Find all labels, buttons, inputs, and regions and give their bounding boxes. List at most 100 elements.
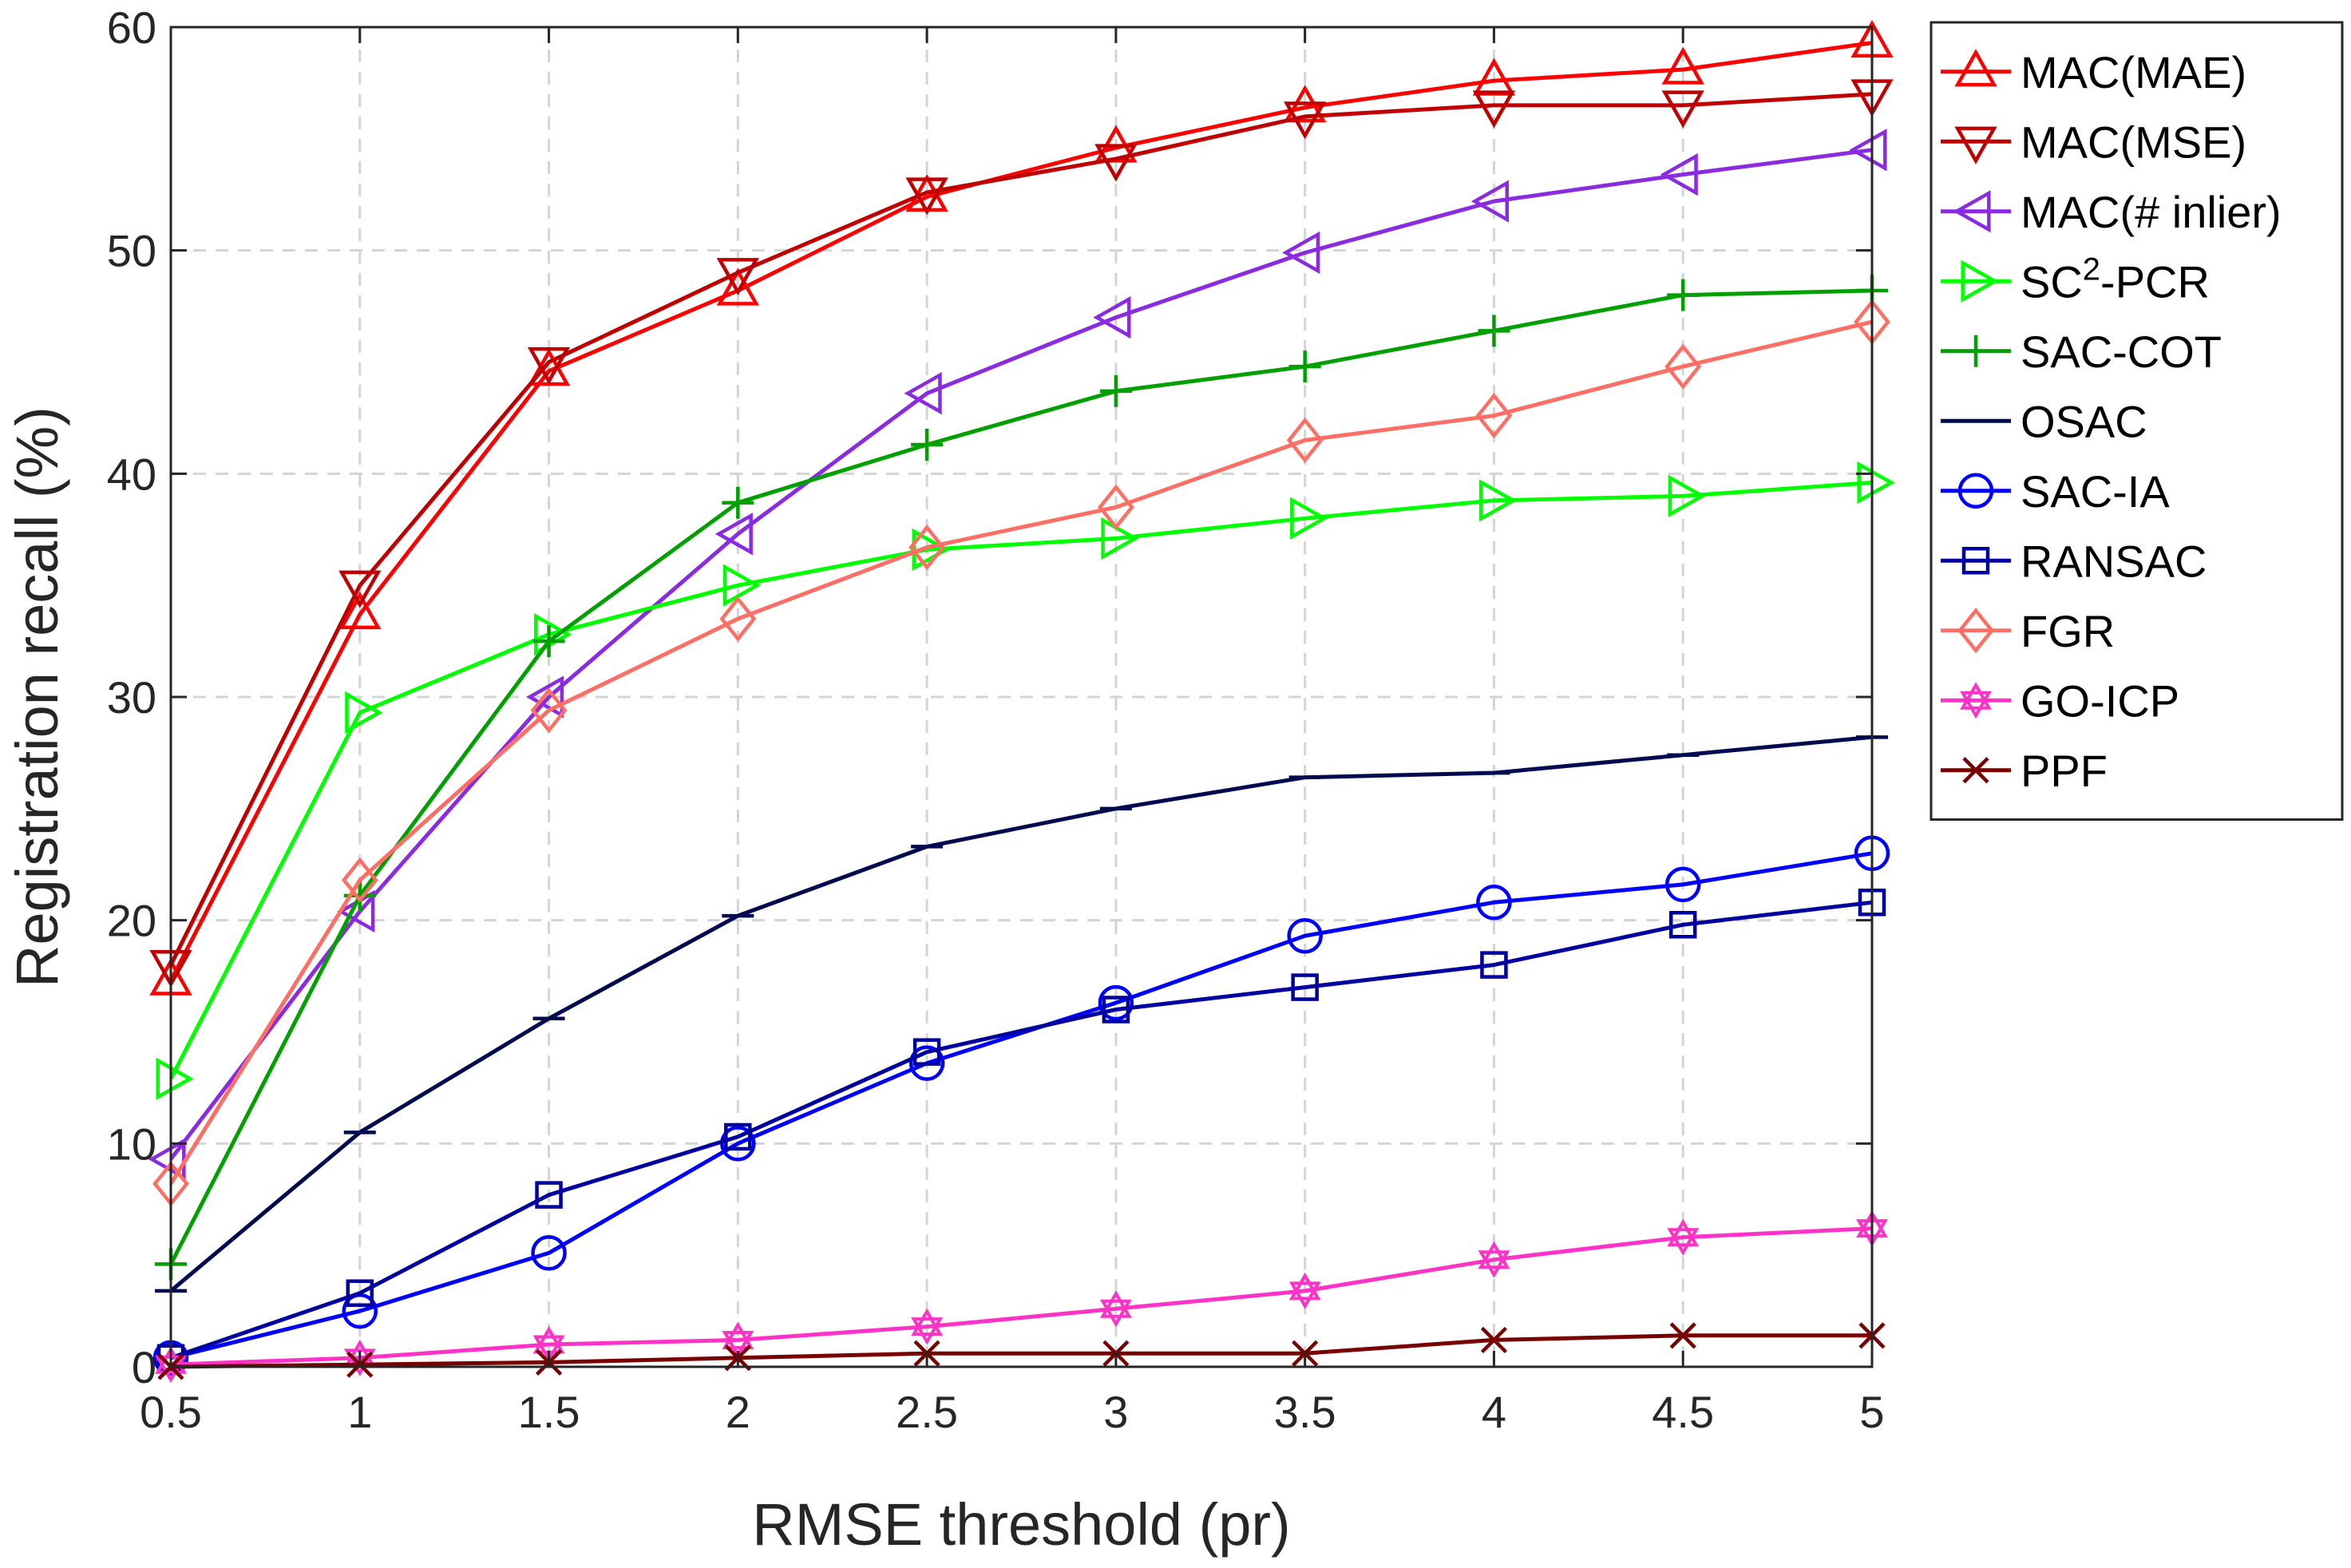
series-line xyxy=(168,41,1873,982)
data-point xyxy=(1287,917,1323,954)
data-point xyxy=(156,1057,194,1100)
legend-label: MAC(MAE) xyxy=(2021,47,2246,97)
data-point xyxy=(1667,1218,1700,1256)
data-point xyxy=(1664,343,1702,390)
data-point xyxy=(346,1279,374,1307)
legend-marker xyxy=(1961,259,1999,303)
data-point xyxy=(1288,350,1321,383)
series-line xyxy=(169,148,1873,1161)
x-tick-label: 4 xyxy=(1482,1387,1506,1437)
data-point xyxy=(338,570,382,608)
x-tick-label: 0.5 xyxy=(140,1387,202,1437)
data-point xyxy=(1661,46,1704,85)
x-tick-label: 4.5 xyxy=(1652,1387,1714,1437)
data-point xyxy=(341,857,378,903)
legend-marker xyxy=(1954,49,1997,87)
x-tick-label: 2.5 xyxy=(896,1387,958,1437)
legend-label: PPF xyxy=(2021,746,2108,796)
data-point xyxy=(1098,984,1134,1021)
x-tick-label: 3.5 xyxy=(1274,1387,1336,1437)
y-tick-label: 20 xyxy=(107,896,156,946)
y-tick-label: 30 xyxy=(107,672,156,723)
legend-label: MAC(# inlier) xyxy=(2021,187,2282,237)
data-point xyxy=(1669,1322,1696,1349)
legend-label: FGR xyxy=(2021,606,2115,656)
legend-marker xyxy=(1960,682,1992,719)
data-point xyxy=(722,1321,754,1359)
data-point xyxy=(905,177,948,216)
series-line xyxy=(170,1226,1873,1367)
data-point xyxy=(716,267,759,306)
data-point xyxy=(531,1235,567,1271)
data-point xyxy=(1282,231,1320,275)
data-point xyxy=(338,591,382,630)
x-tick-label: 5 xyxy=(1859,1387,1884,1437)
data-point xyxy=(1470,180,1510,223)
data-point xyxy=(1102,996,1130,1024)
data-point xyxy=(908,1045,945,1081)
data-point xyxy=(1857,461,1895,505)
legend-entry: RANSAC xyxy=(1941,536,2207,586)
series-line xyxy=(168,481,1873,1080)
series-line xyxy=(168,92,1873,966)
legend-entry: MAC(MAE) xyxy=(1941,47,2246,97)
data-point xyxy=(911,428,944,461)
legend-label: SC2-PCR xyxy=(2021,251,2210,307)
data-point xyxy=(904,371,942,415)
data-point xyxy=(1661,90,1704,129)
data-point xyxy=(1094,144,1138,182)
series-line xyxy=(168,319,1873,1186)
data-point xyxy=(1291,973,1319,1001)
series-line xyxy=(170,900,1873,1360)
legend-marker xyxy=(1954,126,1997,164)
data-point xyxy=(1290,497,1328,540)
series-layer xyxy=(148,20,1895,1384)
x-tick-label: 3 xyxy=(1103,1387,1128,1437)
axes xyxy=(169,26,1874,1368)
legend-entry: OSAC xyxy=(1941,396,2147,446)
x-tick-label: 1 xyxy=(347,1387,372,1437)
data-point xyxy=(1480,1326,1508,1354)
data-point xyxy=(722,486,754,519)
data-point xyxy=(535,1181,563,1209)
data-point xyxy=(1286,417,1324,463)
y-axis-title: Registration recall (%) xyxy=(4,406,70,988)
series-line xyxy=(168,288,1873,1265)
legend-label: RANSAC xyxy=(2021,536,2207,586)
data-point xyxy=(722,564,761,607)
legend-entry: SAC-COT xyxy=(1941,327,2222,377)
data-point xyxy=(1476,885,1512,921)
x-tick-label: 2 xyxy=(726,1387,750,1437)
legend-label: OSAC xyxy=(2021,396,2147,446)
data-point xyxy=(1093,295,1131,339)
legend-entry: SAC-IA xyxy=(1941,466,2170,517)
legend-marker xyxy=(1961,547,1990,575)
legend-entry: SC2-PCR xyxy=(1941,251,2210,307)
y-tick-label: 0 xyxy=(132,1342,156,1392)
data-point xyxy=(911,1308,944,1345)
legend-marker xyxy=(1957,608,1994,654)
series-go-icp xyxy=(155,1210,1888,1384)
y-tick-label: 10 xyxy=(107,1119,156,1169)
legend: MAC(MAE) MAC(MSE) MAC(# inlier) SC2-PCR SAC-… xyxy=(1929,21,2344,821)
data-point xyxy=(1101,517,1139,560)
legend-marker xyxy=(1962,757,1989,784)
data-point xyxy=(714,513,753,556)
series-line xyxy=(170,851,1873,1360)
data-point xyxy=(1472,90,1516,129)
y-tick-label: 50 xyxy=(107,226,156,276)
data-point xyxy=(908,525,945,571)
series-line xyxy=(170,1333,1872,1369)
data-point xyxy=(345,691,383,735)
data-point xyxy=(716,258,759,296)
data-point xyxy=(1660,152,1698,196)
data-point xyxy=(1667,279,1700,311)
data-point xyxy=(912,1038,941,1066)
series-line xyxy=(169,735,1873,1293)
x-tick-label: 1.5 xyxy=(518,1387,580,1437)
series-fgr xyxy=(152,299,1890,1207)
legend-label: GO-ICP xyxy=(2021,675,2179,726)
data-point xyxy=(719,596,757,642)
